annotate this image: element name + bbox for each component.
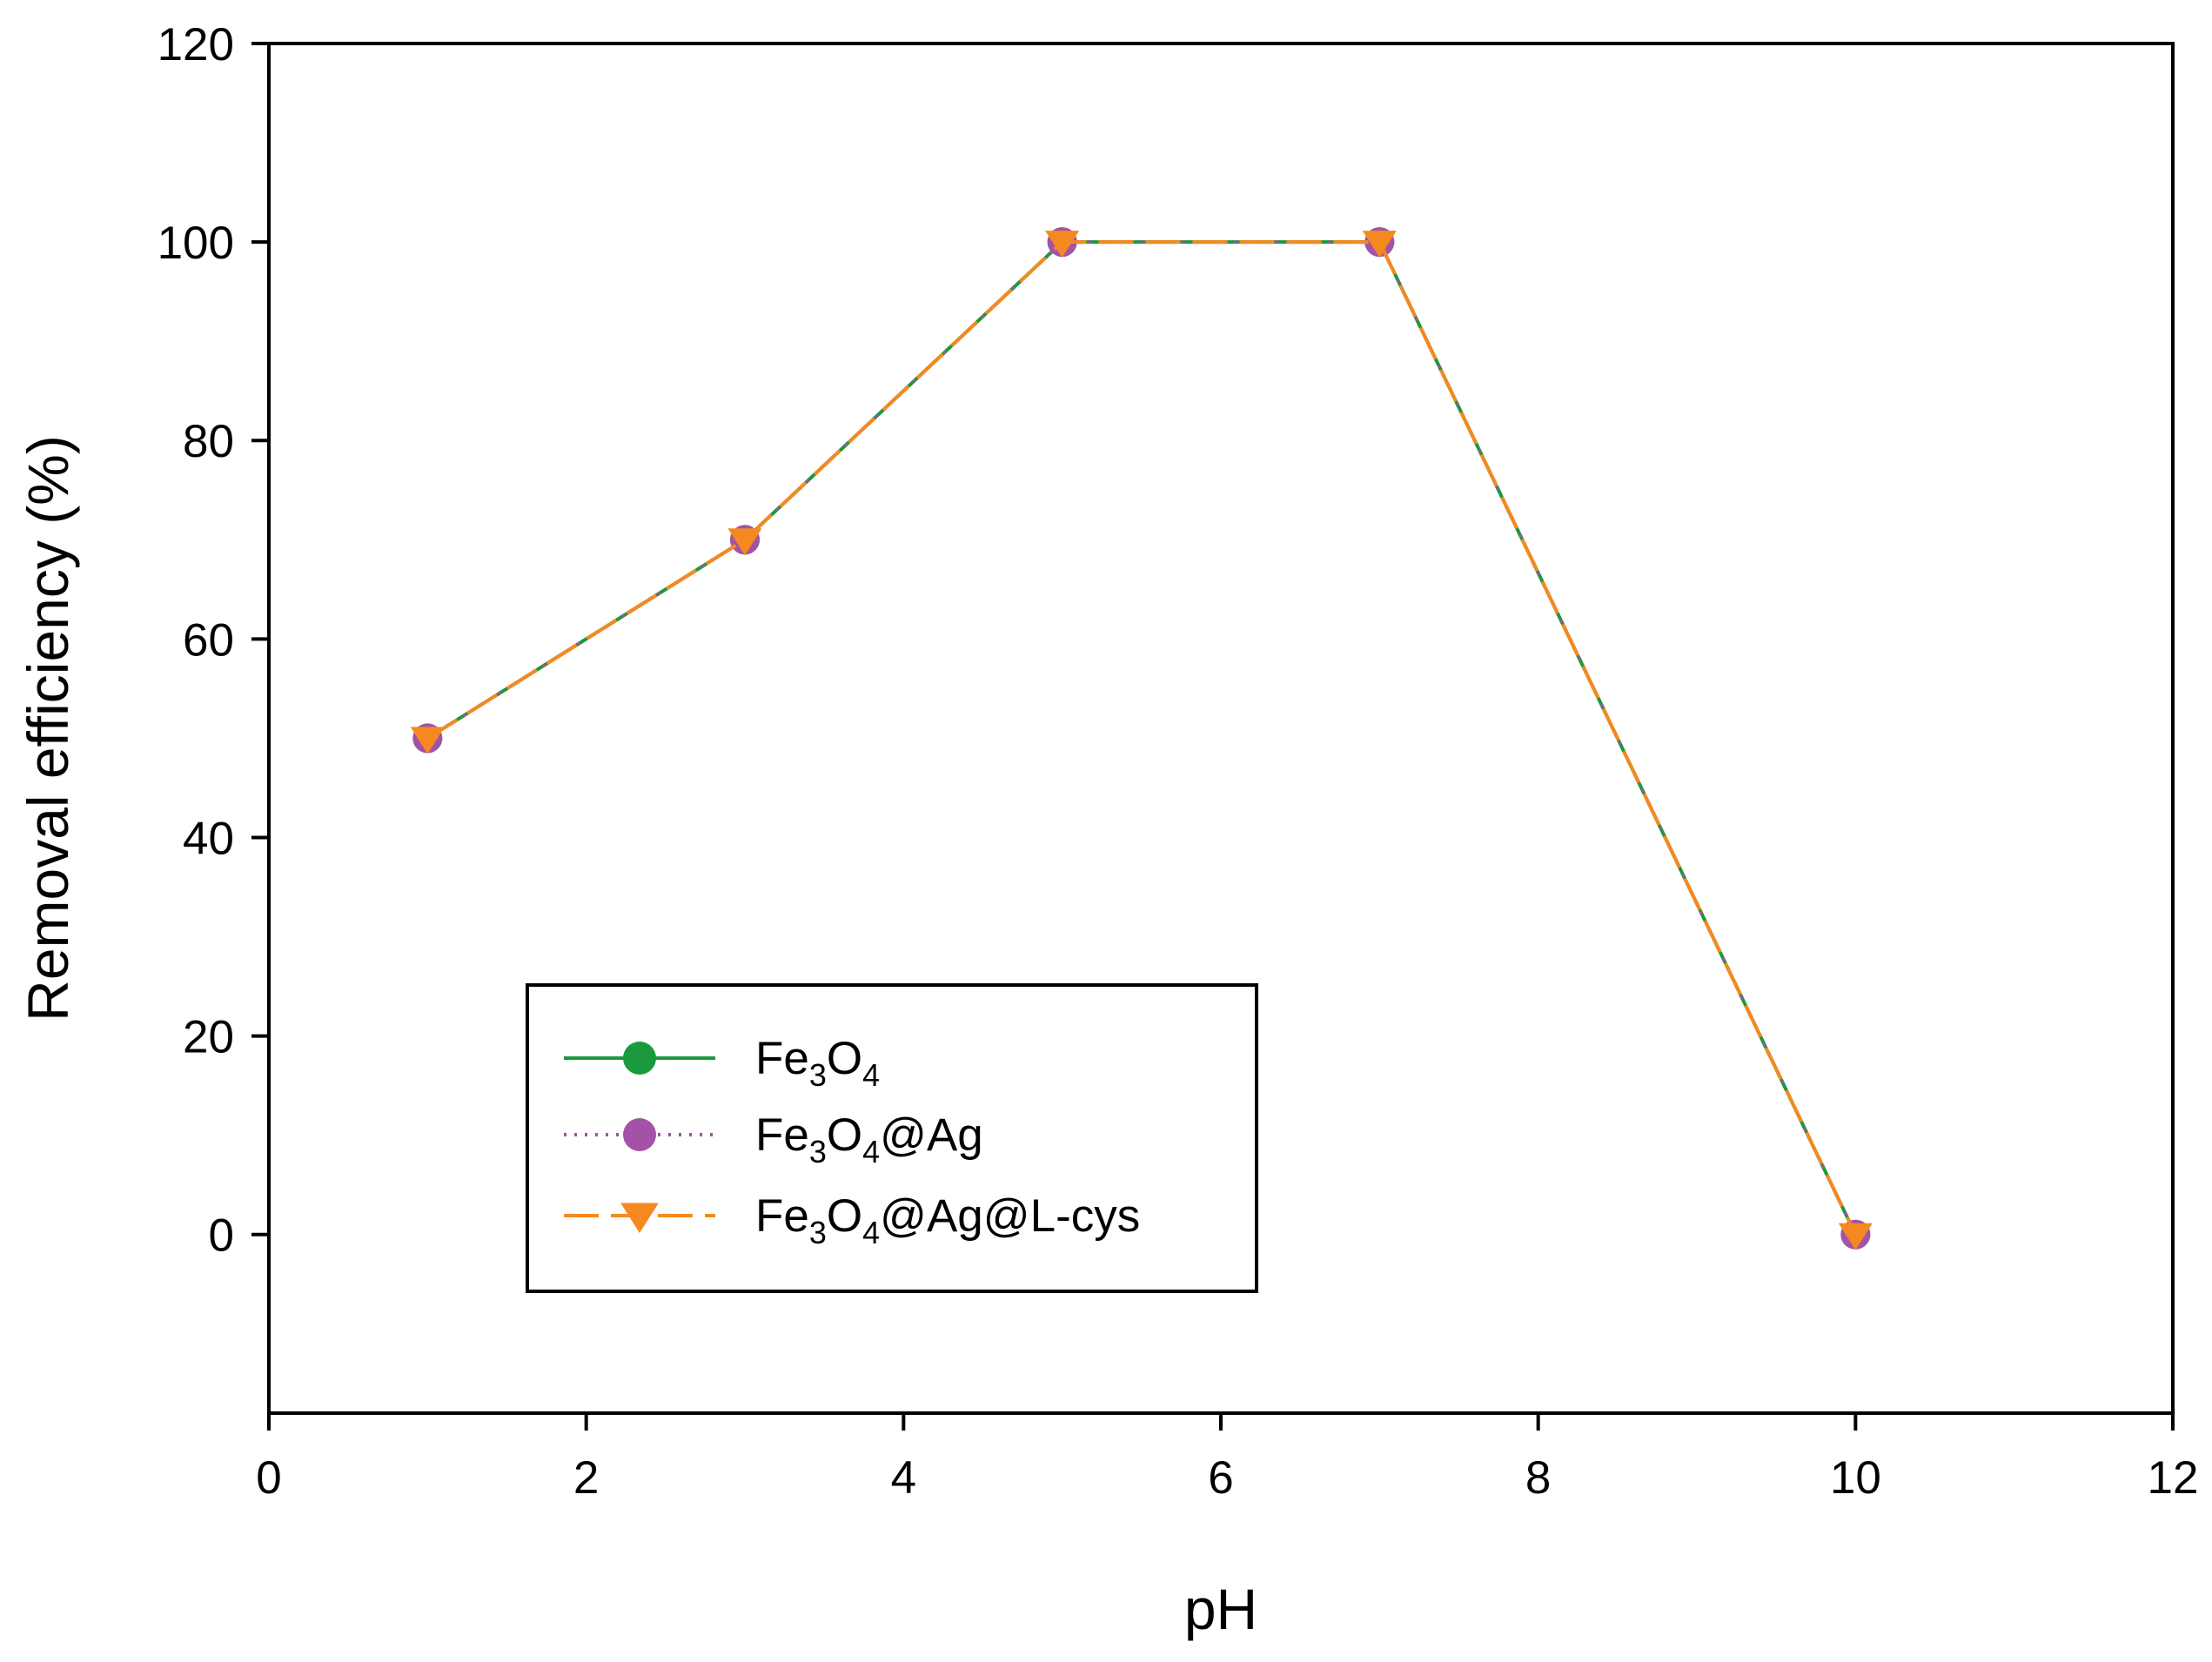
x-tick-label: 2: [573, 1452, 599, 1504]
legend-swatch-marker: [623, 1118, 656, 1151]
data-point: [727, 528, 762, 556]
series-3: [410, 231, 1873, 1250]
x-tick-label: 12: [2148, 1452, 2199, 1504]
y-axis: 0 20 40 60 80 100 120: [158, 19, 269, 1262]
y-tick-label: 100: [158, 218, 234, 269]
data-point: [1362, 231, 1397, 258]
legend-label: Fe3O4@Ag: [755, 1109, 983, 1169]
y-tick-label: 0: [209, 1210, 234, 1262]
series-line: [426, 240, 1858, 1236]
legend-entry: Fe3O4@Ag: [564, 1109, 983, 1169]
y-axis-title: Removal efficiency (%): [16, 435, 80, 1022]
y-tick-label: 80: [183, 416, 234, 467]
legend-label: Fe3O4: [755, 1033, 880, 1093]
data-point: [410, 727, 445, 754]
x-tick-label: 10: [1830, 1452, 1881, 1504]
x-axis: 0 2 4 6 8 10 12: [256, 1413, 2198, 1504]
x-tick-label: 8: [1525, 1452, 1551, 1504]
x-axis-title: pH: [1184, 1577, 1257, 1641]
legend-label: Fe3O4@Ag@L-cys: [755, 1190, 1140, 1250]
y-tick-label: 120: [158, 19, 234, 70]
y-tick-label: 20: [183, 1012, 234, 1063]
legend-entry: Fe3O4: [564, 1033, 880, 1093]
legend: Fe3O4 Fe3O4@Ag Fe3O4@Ag@L-cys: [526, 983, 1258, 1293]
legend-swatch-marker: [620, 1203, 659, 1234]
x-tick-label: 0: [256, 1452, 281, 1504]
y-tick-label: 60: [183, 614, 234, 666]
legend-swatch-marker: [623, 1042, 656, 1075]
legend-entry: Fe3O4@Ag@L-cys: [564, 1190, 1140, 1250]
x-tick-label: 4: [891, 1452, 916, 1504]
series-layer: [410, 227, 1873, 1250]
data-point: [1045, 231, 1080, 258]
x-tick-label: 6: [1208, 1452, 1233, 1504]
data-point: [1838, 1223, 1873, 1250]
y-tick-label: 40: [183, 813, 234, 864]
